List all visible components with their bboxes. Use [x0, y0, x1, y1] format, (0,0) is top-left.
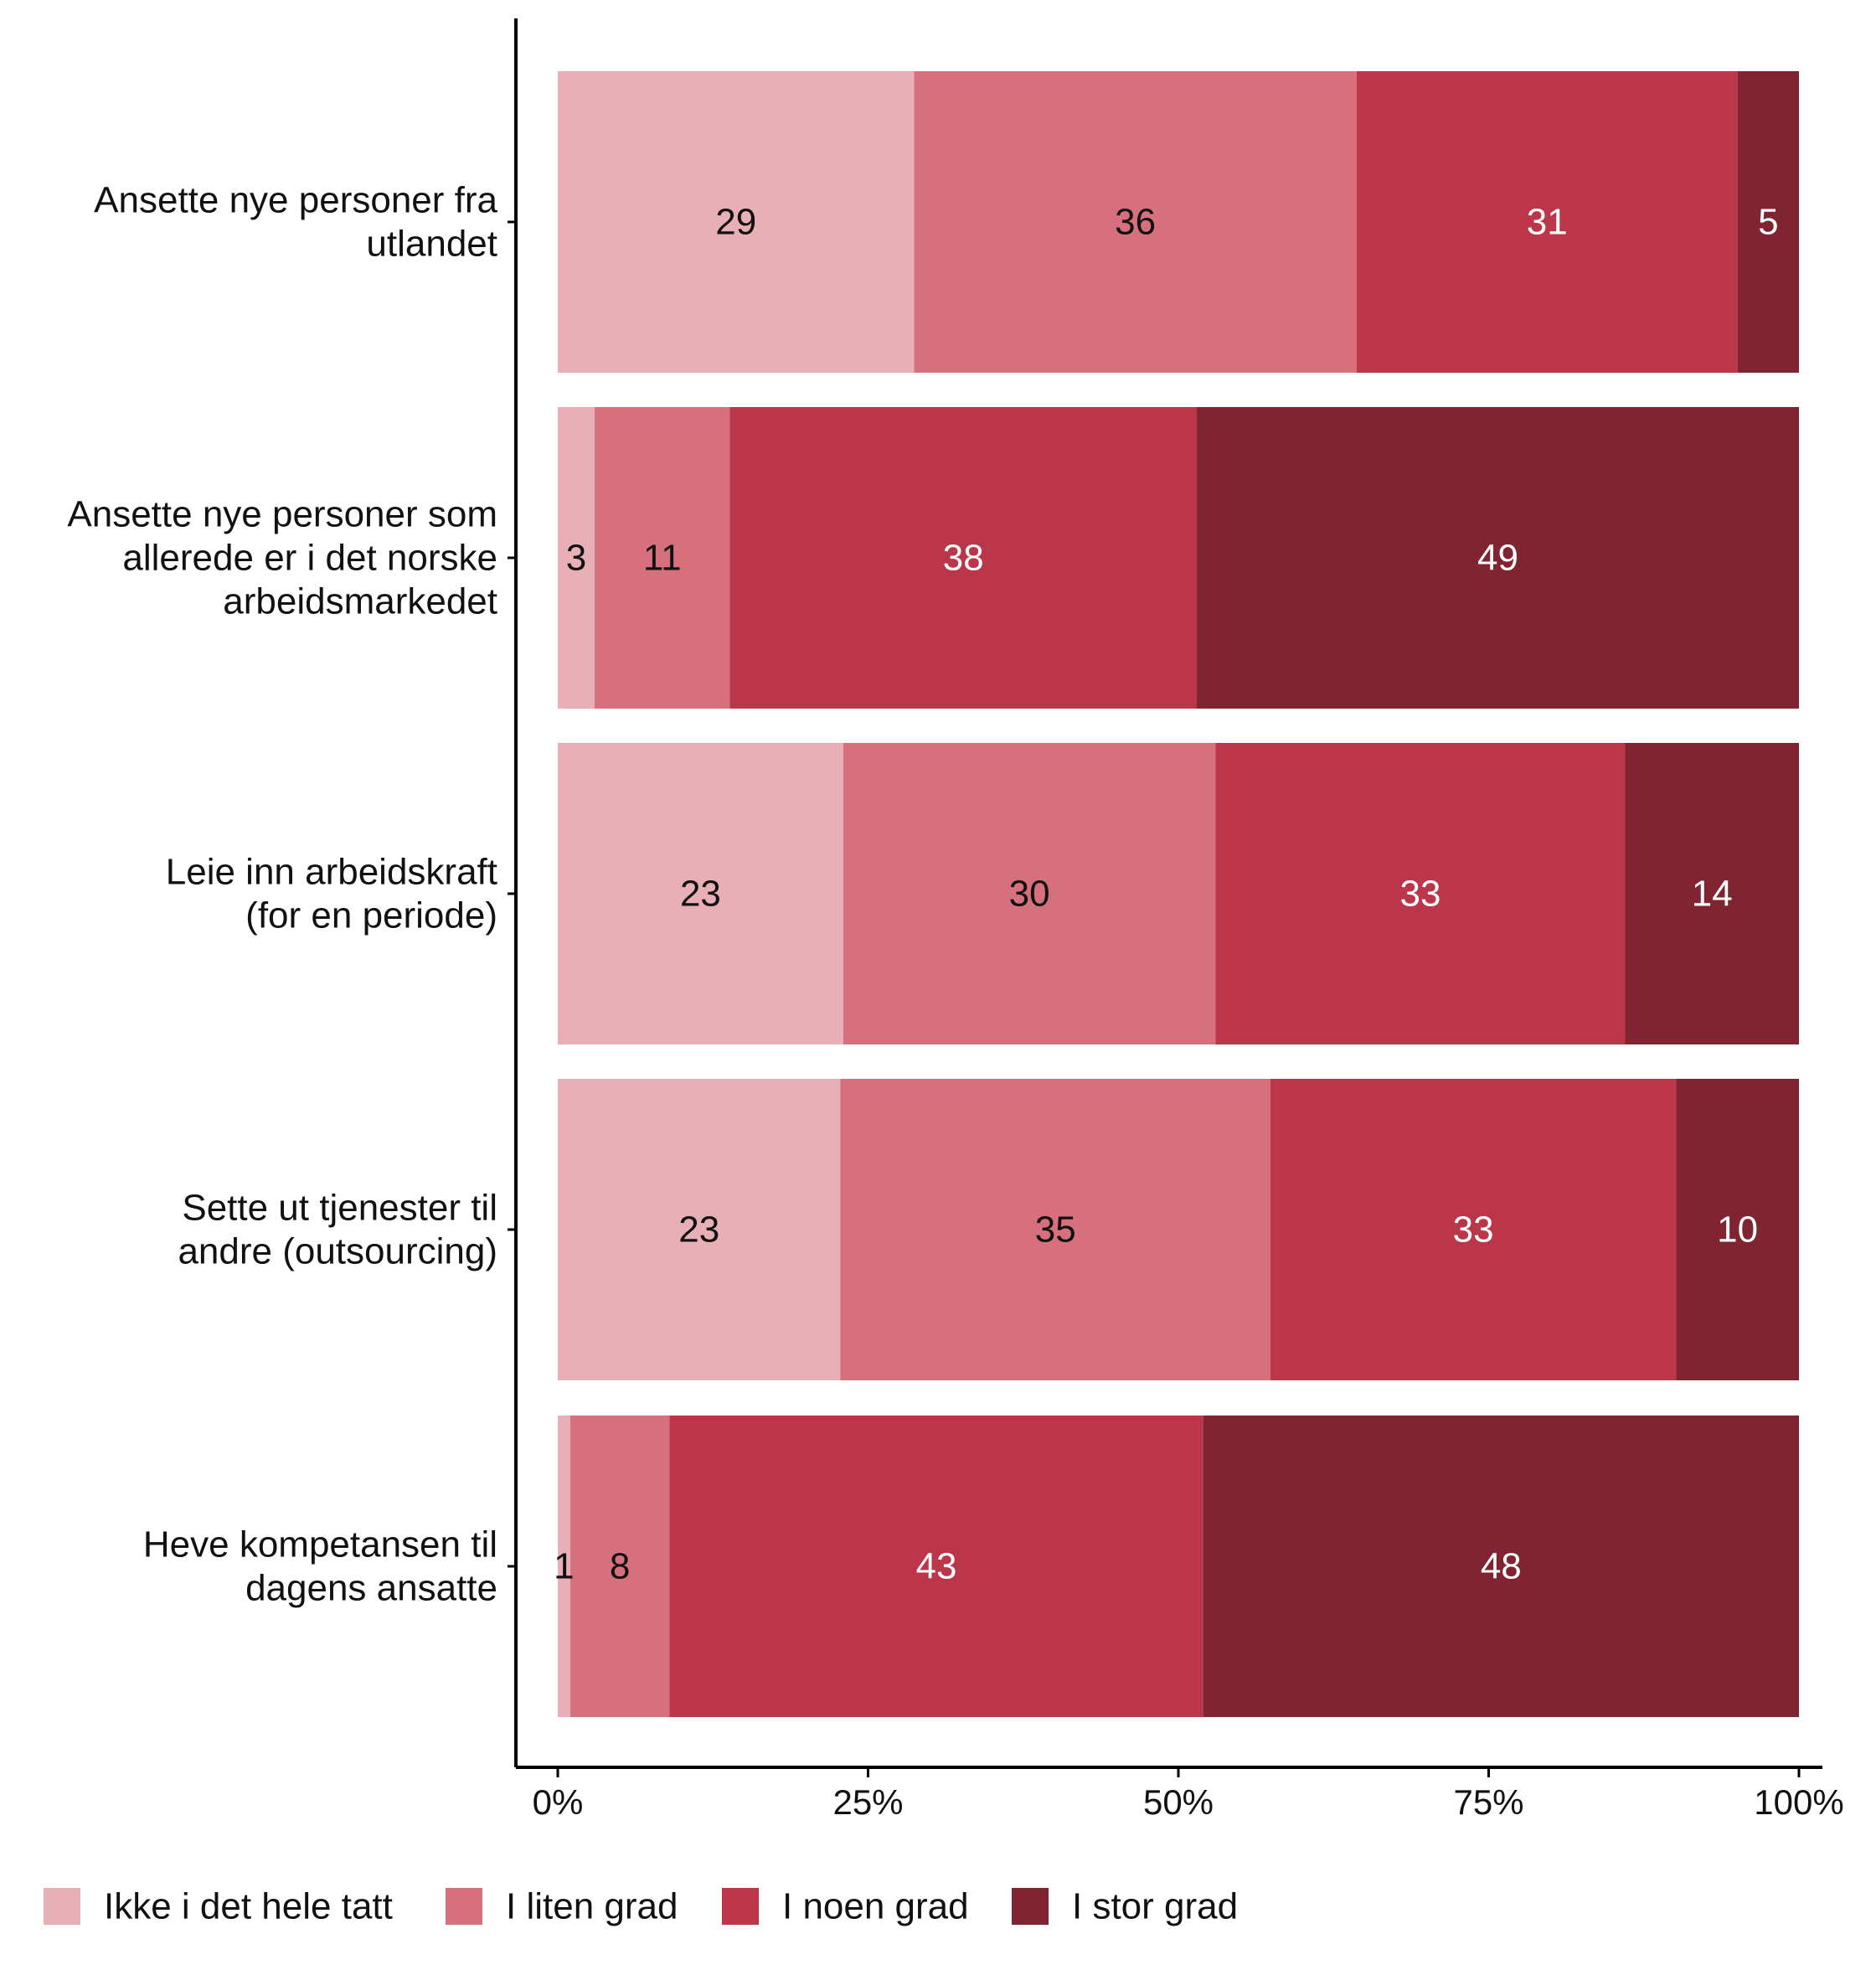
- category-label: Leie inn arbeidskraft (for en periode): [166, 852, 497, 936]
- data-label: 48: [1481, 1546, 1522, 1587]
- bar-segment: [840, 1079, 1271, 1380]
- data-label: 33: [1400, 874, 1441, 915]
- data-label: 38: [943, 538, 984, 579]
- bar-segment: [558, 407, 595, 709]
- legend-swatch: [44, 1888, 80, 1925]
- bar-segment: [669, 1416, 1203, 1717]
- data-label: 31: [1527, 202, 1568, 243]
- bar-segment: [558, 71, 915, 373]
- data-label: 23: [678, 1209, 719, 1251]
- data-label: 5: [1758, 202, 1778, 243]
- category-label: Ansette nye personer som allerede er i de…: [67, 494, 497, 622]
- data-label: 33: [1453, 1209, 1494, 1251]
- data-label: 11: [643, 538, 682, 579]
- category-label-line: arbeidsmarkedet: [223, 581, 497, 622]
- x-tick-label: 50%: [1143, 1782, 1214, 1822]
- data-label: 14: [1692, 874, 1733, 915]
- legend-label: Ikke i det hele tatt: [104, 1886, 393, 1927]
- data-label: 10: [1717, 1209, 1758, 1251]
- data-label: 30: [1009, 874, 1050, 915]
- bars-layer: [558, 71, 1799, 1717]
- data-label: 1: [554, 1546, 574, 1587]
- data-label: 8: [610, 1546, 630, 1587]
- data-label: 36: [1115, 202, 1156, 243]
- data-labels-layer: 29 36 31 5 3 11 38 49 23 30 33 14 23 35 33 10 1 8 43 48: [554, 202, 1778, 1587]
- data-label: 3: [566, 538, 586, 579]
- category-label-line: utlandet: [366, 224, 497, 265]
- bar-segment: [914, 71, 1357, 373]
- bar-segment: [558, 743, 843, 1044]
- category-label-line: (for en periode): [245, 895, 497, 936]
- category-label-line: andre (outsourcing): [178, 1231, 497, 1272]
- category-label-line: Ansette nye personer som: [67, 494, 497, 535]
- legend-label: I noen grad: [782, 1886, 969, 1927]
- legend-swatch: [722, 1888, 759, 1925]
- bar-segment: [1203, 1416, 1799, 1717]
- bar-segment: [1215, 743, 1626, 1044]
- y-axis: Ansette nye personer fra utlandetAnsette …: [67, 18, 518, 1767]
- bar-segment: [1676, 1079, 1799, 1380]
- data-label: 23: [680, 874, 721, 915]
- bar-segment: [1625, 743, 1799, 1044]
- bar-segment: [570, 1416, 670, 1717]
- category-label-line: Leie inn arbeidskraft: [166, 852, 497, 893]
- bar-segment: [1356, 71, 1738, 373]
- bar-segment: [558, 1416, 570, 1717]
- bar-segment: [558, 1079, 841, 1380]
- x-tick-label: 100%: [1754, 1782, 1843, 1822]
- data-label: 49: [1477, 538, 1518, 579]
- legend: Ikke i det hele tatt I liten grad I noen g…: [44, 1886, 1238, 1927]
- x-tick-label: 0%: [533, 1782, 584, 1822]
- bar-segment: [843, 743, 1216, 1044]
- bar-segment: [595, 407, 730, 709]
- category-label: Sette ut tjenester til andre (outsourcing…: [178, 1188, 497, 1272]
- category-label-line: Sette ut tjenester til: [182, 1188, 497, 1229]
- category-label-line: Ansette nye personer fra: [94, 180, 497, 221]
- bar-segment: [1737, 71, 1799, 373]
- category-label-line: Heve kompetansen til: [143, 1524, 497, 1565]
- category-label: Ansette nye personer fra utlandet: [94, 180, 497, 265]
- bar-segment: [729, 407, 1198, 709]
- x-tick-label: 25%: [832, 1782, 903, 1822]
- data-label: 35: [1035, 1209, 1076, 1251]
- category-label-line: allerede er i det norske: [122, 538, 497, 579]
- legend-swatch: [446, 1888, 482, 1925]
- data-label: 29: [715, 202, 756, 243]
- data-label: 43: [916, 1546, 957, 1587]
- category-label: Heve kompetansen til dagens ansatte: [143, 1524, 497, 1609]
- bar-segment: [1270, 1079, 1677, 1380]
- x-axis: 0% 25% 50% 75% 100%: [516, 1766, 1844, 1822]
- legend-label: I stor grad: [1072, 1886, 1238, 1927]
- bar-segment: [1197, 407, 1799, 709]
- x-tick-label: 75%: [1453, 1782, 1523, 1822]
- legend-swatch: [1012, 1888, 1049, 1925]
- legend-label: I liten grad: [506, 1886, 678, 1927]
- category-label-line: dagens ansatte: [245, 1568, 497, 1609]
